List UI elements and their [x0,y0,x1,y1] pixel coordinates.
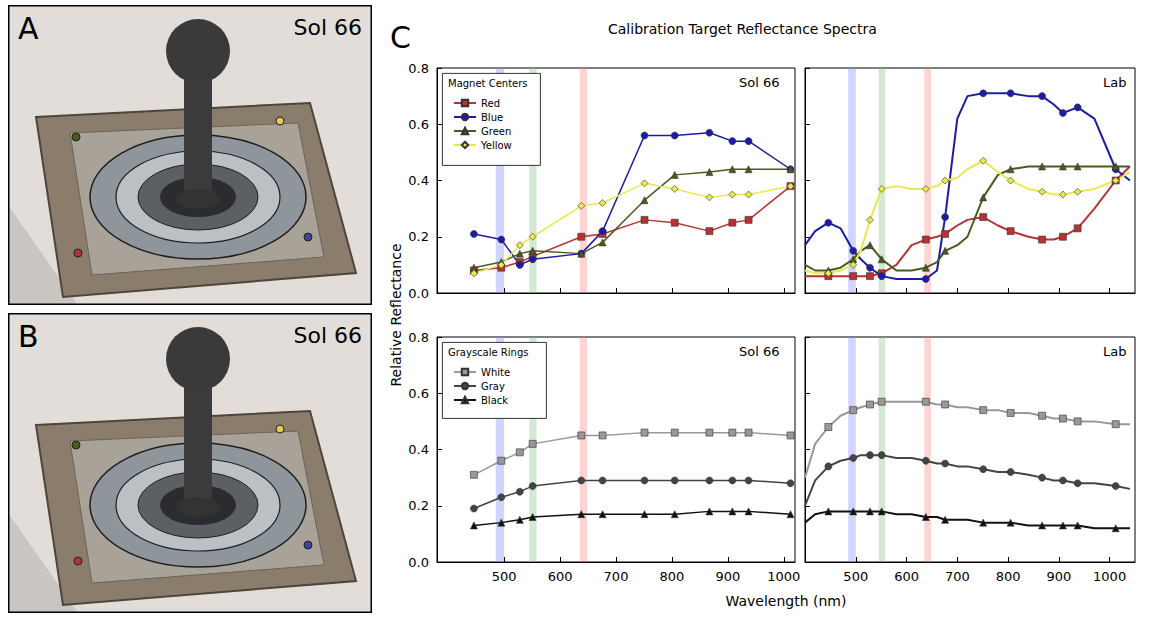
svg-text:0.6: 0.6 [408,117,429,132]
svg-text:0.4: 0.4 [408,173,429,188]
svg-text:1000: 1000 [767,569,800,584]
svg-text:A: A [18,11,39,46]
svg-text:0.2: 0.2 [408,498,429,513]
svg-text:0.0: 0.0 [408,286,429,301]
svg-text:Calibration Target Reflectance: Calibration Target Reflectance Spectra [608,21,877,37]
svg-text:600: 600 [894,569,919,584]
svg-text:700: 700 [604,569,629,584]
svg-text:900: 900 [1046,569,1071,584]
svg-text:White: White [481,367,510,378]
svg-text:Sol 66: Sol 66 [739,344,780,359]
svg-text:Wavelength (nm): Wavelength (nm) [726,593,847,609]
svg-text:500: 500 [492,569,517,584]
svg-text:Relative Reflectance: Relative Reflectance [388,243,404,386]
svg-text:0.2: 0.2 [408,229,429,244]
svg-text:800: 800 [660,569,685,584]
svg-text:800: 800 [996,569,1021,584]
svg-text:B: B [18,319,39,354]
svg-text:900: 900 [715,569,740,584]
svg-text:500: 500 [843,569,868,584]
svg-text:0.8: 0.8 [408,330,429,345]
svg-text:C: C [390,20,411,55]
svg-text:600: 600 [548,569,573,584]
svg-text:Green: Green [481,126,511,137]
svg-text:0.4: 0.4 [408,442,429,457]
svg-text:Gray: Gray [481,381,505,392]
svg-text:700: 700 [945,569,970,584]
svg-text:Sol 66: Sol 66 [293,15,362,40]
svg-text:Blue: Blue [481,112,503,123]
svg-text:Black: Black [481,395,508,406]
svg-text:0.6: 0.6 [408,386,429,401]
svg-text:Sol 66: Sol 66 [739,75,780,90]
svg-text:0.8: 0.8 [408,61,429,76]
svg-text:Magnet Centers: Magnet Centers [448,78,528,89]
svg-text:Yellow: Yellow [480,140,512,151]
svg-text:Sol 66: Sol 66 [293,323,362,348]
svg-text:Red: Red [481,98,500,109]
svg-text:Lab: Lab [1103,75,1126,90]
svg-text:0.0: 0.0 [408,555,429,570]
svg-text:Lab: Lab [1103,344,1126,359]
svg-text:1000: 1000 [1093,569,1126,584]
svg-text:Grayscale Rings: Grayscale Rings [448,347,528,358]
